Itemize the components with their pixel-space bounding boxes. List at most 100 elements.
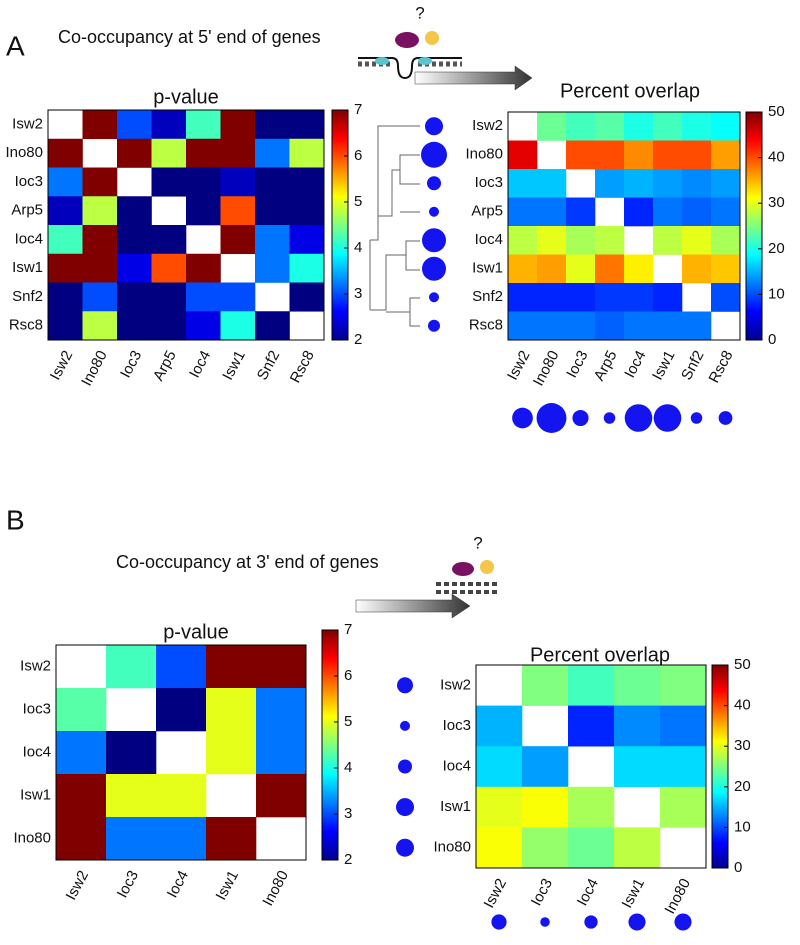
- heatmap-cell: [682, 311, 712, 341]
- row-label: Arp5: [11, 202, 43, 219]
- heatmap-cell: [289, 167, 325, 197]
- size-dot: [429, 206, 439, 217]
- heatmap-cell: [117, 253, 152, 283]
- row-label: Isw2: [20, 657, 51, 674]
- heatmap-cell: [220, 167, 256, 197]
- heatmap-cell: [255, 253, 290, 283]
- heatmap-cell: [508, 283, 538, 312]
- size-dot: [624, 404, 653, 432]
- heatmap-cell: [566, 197, 596, 227]
- size-dot: [603, 412, 616, 424]
- size-dot: [425, 117, 443, 136]
- heatmap-cell: [255, 311, 290, 341]
- size-dot: [690, 412, 703, 424]
- size-dot: [422, 228, 446, 253]
- size-dot: [540, 917, 550, 927]
- heatmap-cell: [48, 167, 83, 197]
- heatmap-cell: [537, 197, 567, 227]
- heatmap-cell: [220, 282, 256, 312]
- size-dot: [398, 759, 412, 774]
- heatmap-cell: [682, 112, 712, 141]
- size-dot: [572, 409, 589, 427]
- heatmap-cell: [522, 746, 569, 788]
- heatmap-cell: [568, 705, 615, 747]
- heatmap-cell: [255, 196, 290, 226]
- heatmap-cell: [206, 817, 257, 861]
- heatmap-cell: [48, 311, 83, 341]
- chart-title: p-value: [163, 621, 229, 643]
- dendrogram: [369, 125, 420, 327]
- heatmap-cell: [653, 283, 683, 312]
- heatmap-cell: [522, 786, 569, 828]
- heatmap-cell: [566, 140, 596, 170]
- colorbar-tick-label: 0: [734, 859, 742, 876]
- heatmap-cell: [220, 138, 256, 168]
- heatmap-cell: [106, 817, 157, 861]
- plot-border: [475, 664, 707, 869]
- size-dot: [429, 292, 439, 303]
- colorbar-tick-label: 10: [768, 285, 785, 302]
- row-label: Ioc3: [443, 717, 471, 734]
- row-label: Ioc4: [15, 230, 43, 247]
- heatmap-cell: [711, 112, 741, 141]
- heatmap-cell: [151, 282, 187, 312]
- heatmap-cell: [624, 112, 654, 141]
- heatmap-cell: [48, 282, 83, 312]
- heatmap-cell: [537, 169, 567, 198]
- colorbar-tick-label: 6: [354, 147, 362, 164]
- heatmap-cell: [682, 226, 712, 255]
- heatmap-cell: [614, 665, 661, 706]
- colorbar-tick-label: 3: [354, 285, 362, 302]
- size-dot: [718, 411, 733, 425]
- row-label: Isw1: [440, 798, 471, 815]
- heatmap-cell: [566, 283, 596, 312]
- heatmap-cell: [522, 827, 569, 869]
- heatmap-cell: [289, 225, 325, 255]
- heatmap-cell: [476, 705, 523, 747]
- col-label: Isw2: [504, 348, 533, 383]
- col-label: Isw1: [213, 868, 242, 903]
- col-label: Ioc3: [528, 876, 556, 909]
- col-label: Snf2: [254, 348, 283, 383]
- heatmap-cell: [508, 311, 538, 341]
- heatmap-cell: [156, 774, 207, 818]
- row-label: Ioc3: [23, 700, 51, 717]
- row-label: Snf2: [472, 288, 503, 305]
- heatmap-cell: [711, 226, 741, 255]
- col-label: Isw2: [47, 348, 76, 383]
- heatmap-cell: [151, 138, 187, 168]
- heatmap-cell: [255, 110, 290, 140]
- heatmap-cell: [595, 311, 625, 341]
- heatmap-cell: [156, 817, 207, 861]
- heatmap-cell: [256, 645, 307, 689]
- heatmap-cell: [566, 112, 596, 141]
- colorbar-tick-label: 30: [734, 737, 751, 754]
- heatmap-cell: [653, 169, 683, 198]
- row-label: Rsc8: [9, 317, 43, 334]
- colorbar: [745, 111, 763, 341]
- chart-title: Percent overlap: [530, 644, 670, 666]
- question-mark: ?: [473, 533, 482, 552]
- col-label: Ioc4: [621, 348, 649, 381]
- plot-border: [507, 111, 741, 341]
- row-label: Isw1: [472, 260, 503, 277]
- heatmap-cell: [156, 688, 207, 732]
- row-label: Ioc4: [475, 231, 503, 248]
- panel-heading: Co-occupancy at 3' end of genes: [116, 552, 379, 572]
- colorbar-tick-label: 40: [734, 697, 751, 714]
- heatmap-cell: [48, 138, 83, 168]
- heatmap-cell: [653, 226, 683, 255]
- size-dot: [427, 176, 441, 191]
- heatmap-cell: [508, 140, 538, 170]
- panel-label: A: [6, 30, 25, 61]
- colorbar-tick-label: 50: [768, 103, 785, 120]
- heatmap-cell: [82, 167, 118, 197]
- heatmap-cell: [220, 110, 256, 140]
- heatmap-cell: [508, 169, 538, 198]
- row-label: Ino80: [433, 839, 471, 856]
- heatmap-cell: [206, 731, 257, 775]
- size-dot: [397, 677, 413, 694]
- heatmap-cell: [106, 645, 157, 689]
- heatmap-cell: [56, 731, 107, 775]
- colorbar-tick-label: 5: [354, 193, 362, 210]
